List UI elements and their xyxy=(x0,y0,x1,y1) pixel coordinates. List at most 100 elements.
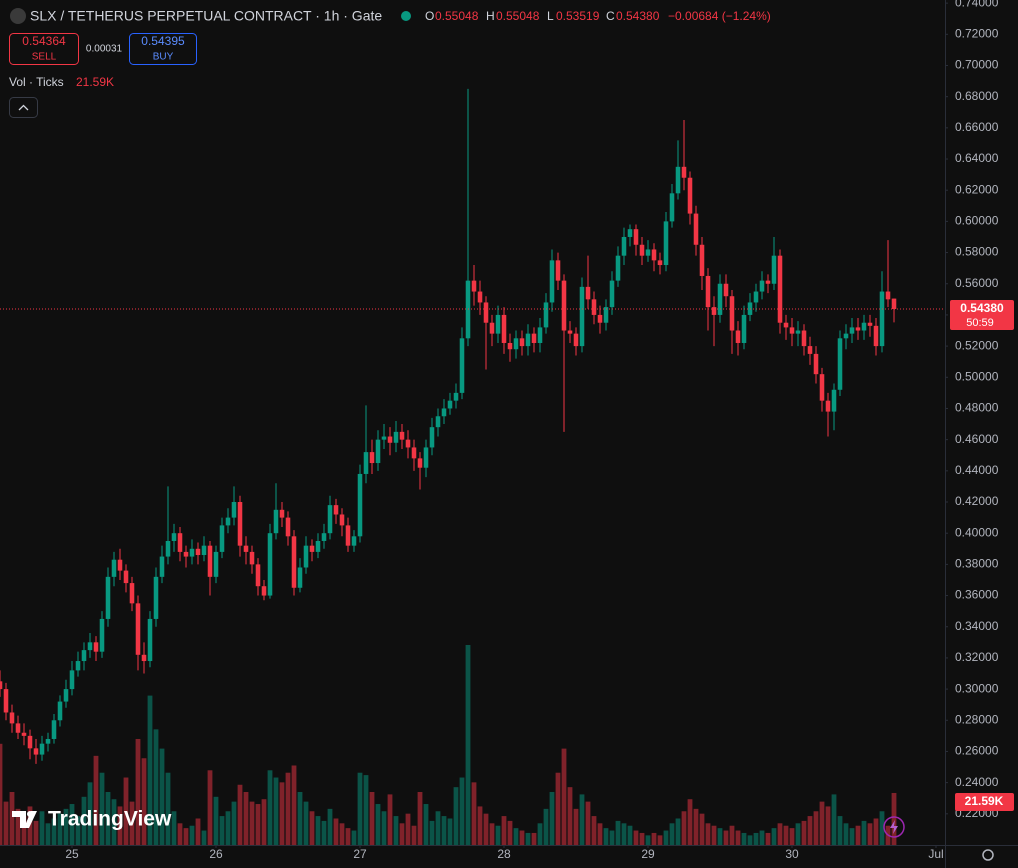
candle-body xyxy=(183,551,189,557)
volume-bar xyxy=(207,770,213,845)
volume-bar xyxy=(879,811,885,845)
candle-body xyxy=(687,177,693,214)
candle-body xyxy=(303,545,309,568)
volume-bar xyxy=(273,777,279,845)
volume-bar xyxy=(675,818,681,845)
candle-body xyxy=(51,720,57,739)
candle-body xyxy=(165,540,171,557)
volume-bar xyxy=(219,816,225,845)
volume-bar xyxy=(3,801,9,845)
volume-bar xyxy=(603,828,609,845)
candle-body xyxy=(663,221,669,266)
y-tick-label: 0.48000 xyxy=(955,401,999,415)
volume-bar xyxy=(693,808,699,845)
candle-body xyxy=(825,400,831,412)
x-tick-label: 30 xyxy=(785,847,799,861)
volume-bar xyxy=(63,808,69,845)
candle-body xyxy=(123,570,129,584)
candle-body xyxy=(555,260,561,281)
collapse-button[interactable] xyxy=(9,97,38,118)
candle-body xyxy=(729,296,735,331)
candle-body xyxy=(675,166,681,194)
volume-bar xyxy=(777,823,783,845)
settings-icon[interactable] xyxy=(982,849,994,861)
volume-bar xyxy=(135,738,141,845)
candle-body xyxy=(429,427,435,448)
candle-body xyxy=(63,689,69,702)
volume-bar xyxy=(627,825,633,845)
volume-bar xyxy=(57,813,63,845)
volume-bar xyxy=(357,772,363,845)
y-tick-label: 0.36000 xyxy=(955,588,999,602)
candle-body xyxy=(321,533,327,541)
y-tick-label: 0.42000 xyxy=(955,494,999,508)
chart-title: SLX / TETHERUS PERPETUAL CONTRACT · 1h ·… xyxy=(30,8,382,24)
volume-bar xyxy=(411,825,417,845)
volume-bar xyxy=(789,828,795,845)
buy-button[interactable] xyxy=(129,33,197,65)
sell-button[interactable] xyxy=(9,33,79,65)
symbol-icon xyxy=(10,8,26,24)
countdown: 50:59 xyxy=(966,317,994,329)
volume-bar xyxy=(711,825,717,845)
volume-bar xyxy=(723,830,729,845)
volume-bar xyxy=(315,816,321,845)
candle-body xyxy=(327,505,333,534)
collapse-icon[interactable] xyxy=(18,104,29,111)
y-tick-label: 0.68000 xyxy=(955,89,999,103)
x-tick-label: 29 xyxy=(641,847,655,861)
volume-bar xyxy=(537,823,543,845)
candle-body xyxy=(561,280,567,331)
volume-bar xyxy=(447,818,453,845)
volume-bar xyxy=(819,801,825,845)
volume-bar xyxy=(891,792,897,845)
y-tick-label: 0.70000 xyxy=(955,58,999,72)
buy-price[interactable]: 0.54395 xyxy=(141,34,185,48)
buy-label[interactable]: BUY xyxy=(153,52,174,63)
volume-bar xyxy=(663,830,669,845)
sell-price[interactable]: 0.54364 xyxy=(22,34,66,48)
candle-body xyxy=(189,548,195,557)
volume-bar xyxy=(81,796,87,845)
candle-body xyxy=(549,260,555,303)
volume-bars xyxy=(0,645,897,845)
candle-body xyxy=(261,586,267,596)
volume-bar xyxy=(795,823,801,845)
candle-body xyxy=(129,583,135,604)
candle-body xyxy=(111,559,117,577)
volume-bar xyxy=(759,830,765,845)
volume-bar xyxy=(849,828,855,845)
candle-body xyxy=(279,509,285,518)
candle-body xyxy=(297,567,303,588)
candles xyxy=(0,88,897,764)
sell-label[interactable]: SELL xyxy=(32,52,57,63)
volume-bar xyxy=(345,828,351,845)
volume-bar xyxy=(129,801,135,845)
volume-bar xyxy=(477,806,483,845)
candle-body xyxy=(585,286,591,300)
ohlc-value: 0.55048 xyxy=(496,9,540,23)
volume-bar xyxy=(801,820,807,845)
candle-body xyxy=(255,564,261,587)
candle-body xyxy=(333,505,339,515)
candle-body xyxy=(867,322,873,326)
volume-bar xyxy=(855,825,861,845)
volume-bar xyxy=(87,782,93,845)
candle-body xyxy=(75,661,81,671)
volume-bar xyxy=(105,791,111,845)
candle-body xyxy=(507,342,513,350)
ohlc-value: 0.54380 xyxy=(616,9,660,23)
volume-bar xyxy=(867,823,873,845)
alert-bolt[interactable] xyxy=(890,820,898,834)
volume-bar xyxy=(699,813,705,845)
alert-icon[interactable] xyxy=(883,816,905,838)
candle-body xyxy=(33,748,39,755)
volume-bar xyxy=(429,820,435,845)
volume-bar xyxy=(69,804,75,845)
candle-body xyxy=(639,244,645,256)
y-tick-label: 0.50000 xyxy=(955,369,999,383)
candle-body xyxy=(837,338,843,390)
candle-body xyxy=(645,249,651,256)
volume-bar xyxy=(225,811,231,845)
